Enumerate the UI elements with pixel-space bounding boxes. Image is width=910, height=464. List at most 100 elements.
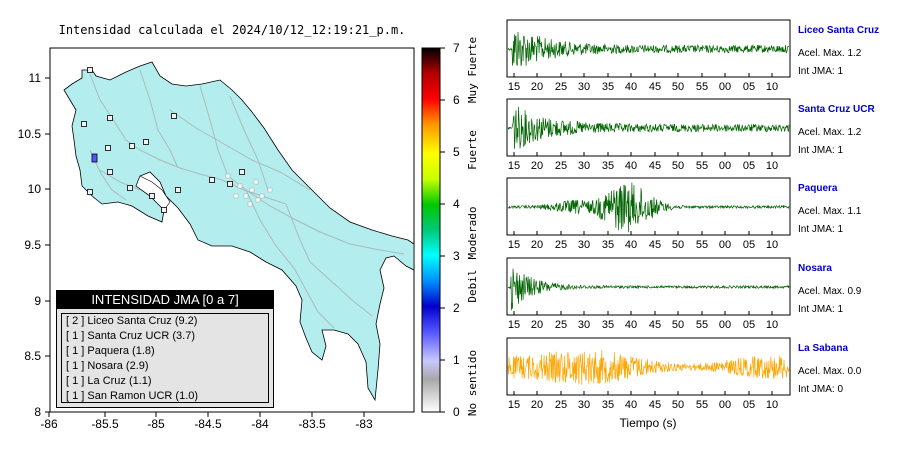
- map-x-tick-label: -85.5: [91, 417, 119, 431]
- station-marker: [175, 187, 181, 193]
- map-x-tick-label: -84: [251, 417, 269, 431]
- waveform-tick-label: 25: [555, 319, 567, 331]
- waveform-tick-label: 45: [649, 239, 661, 251]
- station-accel: Acel. Max. 1.1: [798, 206, 862, 217]
- colorbar-tick-label: 4: [453, 197, 460, 211]
- waveform-tick-label: 55: [696, 81, 708, 93]
- colorbar-tick-label: 1: [453, 353, 460, 367]
- colorbar: [421, 47, 441, 413]
- road-line: [99, 169, 141, 191]
- legend-row: [ 1 ] Santa Cruz UCR (3.7): [66, 330, 195, 342]
- waveform-tick-label: 15: [508, 160, 520, 172]
- waveform-tick-label: 35: [602, 319, 614, 331]
- road-line: [199, 85, 247, 191]
- waveform-tick-label: 55: [696, 239, 708, 251]
- colorbar-tick-label: 6: [453, 93, 460, 107]
- station-marker: [171, 113, 177, 119]
- waveform-tick-label: 45: [649, 319, 661, 331]
- station-accel: Acel. Max. 1.2: [798, 48, 862, 59]
- legend-row: [ 1 ] Nosara (2.9): [66, 360, 149, 372]
- road-line: [169, 109, 311, 191]
- colorbar-axes: 0 1 2 3 4 5 6 7 No sentido Debil Moderado Fuerte Muy…: [440, 37, 479, 419]
- waveform-tick-label: 10: [766, 399, 778, 411]
- map-y-tick-label: 10: [28, 182, 42, 196]
- waveform-tick-label: 05: [743, 399, 755, 411]
- station-marker: [127, 185, 133, 191]
- station-marker: [239, 169, 245, 175]
- waveform-tick-label: 50: [672, 160, 684, 172]
- map-y-tick-label: 9: [34, 294, 41, 308]
- map-y-tick-label: 10.5: [18, 127, 42, 141]
- waveform-tick-label: 15: [508, 239, 520, 251]
- map-x-tick-label: -85: [147, 417, 165, 431]
- road-line: [285, 203, 373, 317]
- map-y-tick-label: 8.5: [24, 349, 41, 363]
- city-marker: [253, 179, 259, 185]
- station-name: Paquera: [798, 183, 838, 194]
- waveform-tick-label: 20: [531, 239, 543, 251]
- waveform-tick-label: 45: [649, 81, 661, 93]
- waveform-tick-label: 25: [555, 81, 567, 93]
- station-name: Nosara: [798, 263, 832, 274]
- station-marker: [107, 169, 113, 175]
- station-accel: Acel. Max. 0.9: [798, 286, 862, 297]
- waveform-tick-label: 25: [555, 160, 567, 172]
- waveform-tick-label: 30: [578, 399, 590, 411]
- map-y-tick-label: 9.5: [24, 238, 41, 252]
- waveform-panels: 15 20 25 30 35 40 45 50 55 00 05 10 Liceo Santa Cruz…: [506, 19, 879, 430]
- waveform-tick-label: 30: [578, 319, 590, 331]
- road-network: [89, 69, 405, 329]
- waveform-panel: 15 20 25 30 35 40 45 50 55 00 05 10 La Sabana Acel. M…: [506, 337, 862, 411]
- waveform-tick-label: 45: [649, 160, 661, 172]
- station-marker-intense: [91, 153, 98, 163]
- waveform-tick-label: 40: [625, 239, 637, 251]
- city-marker: [259, 193, 265, 199]
- gulf-of-nicoya: [135, 175, 171, 211]
- waveform-tick-label: 45: [649, 399, 661, 411]
- city-marker: [249, 187, 255, 193]
- map-y-tick-label: 11: [29, 71, 42, 85]
- city-marker: [247, 201, 253, 207]
- waveform-panel: 15 20 25 30 35 40 45 50 55 00 05 10 Santa Cruz UCR Ac…: [506, 98, 875, 172]
- waveform-tick-label: 35: [602, 239, 614, 251]
- waveform-tick-label: 20: [531, 160, 543, 172]
- waveform-panel: 15 20 25 30 35 40 45 50 55 00 05 10 Paquera Acel. Max…: [506, 177, 862, 251]
- city-marker: [243, 193, 249, 199]
- waveform-tick-label: 00: [719, 399, 731, 411]
- station-marker: [105, 145, 111, 151]
- station-marker: [227, 181, 233, 187]
- station-intensity: Int JMA: 1: [798, 304, 843, 315]
- station-marker: [81, 121, 87, 127]
- station-intensity: Int JMA: 1: [798, 145, 843, 156]
- station-intensity: Int JMA: 1: [798, 66, 843, 77]
- map-title: Intensidad calculada el 2024/10/12_12:19…: [59, 23, 406, 37]
- waveform-tick-label: 05: [743, 319, 755, 331]
- waveform-trace: [507, 350, 790, 385]
- waveform-tick-label: 15: [508, 399, 520, 411]
- waveform-tick-label: 50: [672, 239, 684, 251]
- waveform-tick-label: 10: [766, 81, 778, 93]
- waveform-trace: [507, 268, 790, 311]
- waveform-tick-label: 30: [578, 160, 590, 172]
- colorbar-category-label: Debil: [466, 269, 479, 302]
- costa-rica-land: [63, 61, 414, 402]
- colorbar-category-label: Moderado: [466, 207, 479, 260]
- waveform-tick-label: 35: [602, 399, 614, 411]
- city-marker: [225, 173, 231, 179]
- waveform-tick-label: 40: [625, 81, 637, 93]
- intensity-legend: INTENSIDAD JMA [0 a 7] [ 2 ] Liceo Santa…: [56, 290, 274, 408]
- waveform-tick-label: 05: [743, 239, 755, 251]
- waveform-tick-label: 55: [696, 399, 708, 411]
- station-marker: [161, 207, 167, 213]
- waveform-tick-label: 10: [766, 160, 778, 172]
- colorbar-tick-label: 7: [453, 41, 460, 55]
- waveform-tick-label: 10: [766, 319, 778, 331]
- station-marker: [87, 189, 93, 195]
- station-marker: [107, 115, 113, 121]
- waveform-tick-label: 50: [672, 399, 684, 411]
- legend-title: INTENSIDAD JMA [0 a 7]: [57, 291, 273, 309]
- colorbar-category-label: No sentido: [466, 350, 479, 416]
- waveform-tick-label: 20: [531, 81, 543, 93]
- road-line: [139, 69, 179, 169]
